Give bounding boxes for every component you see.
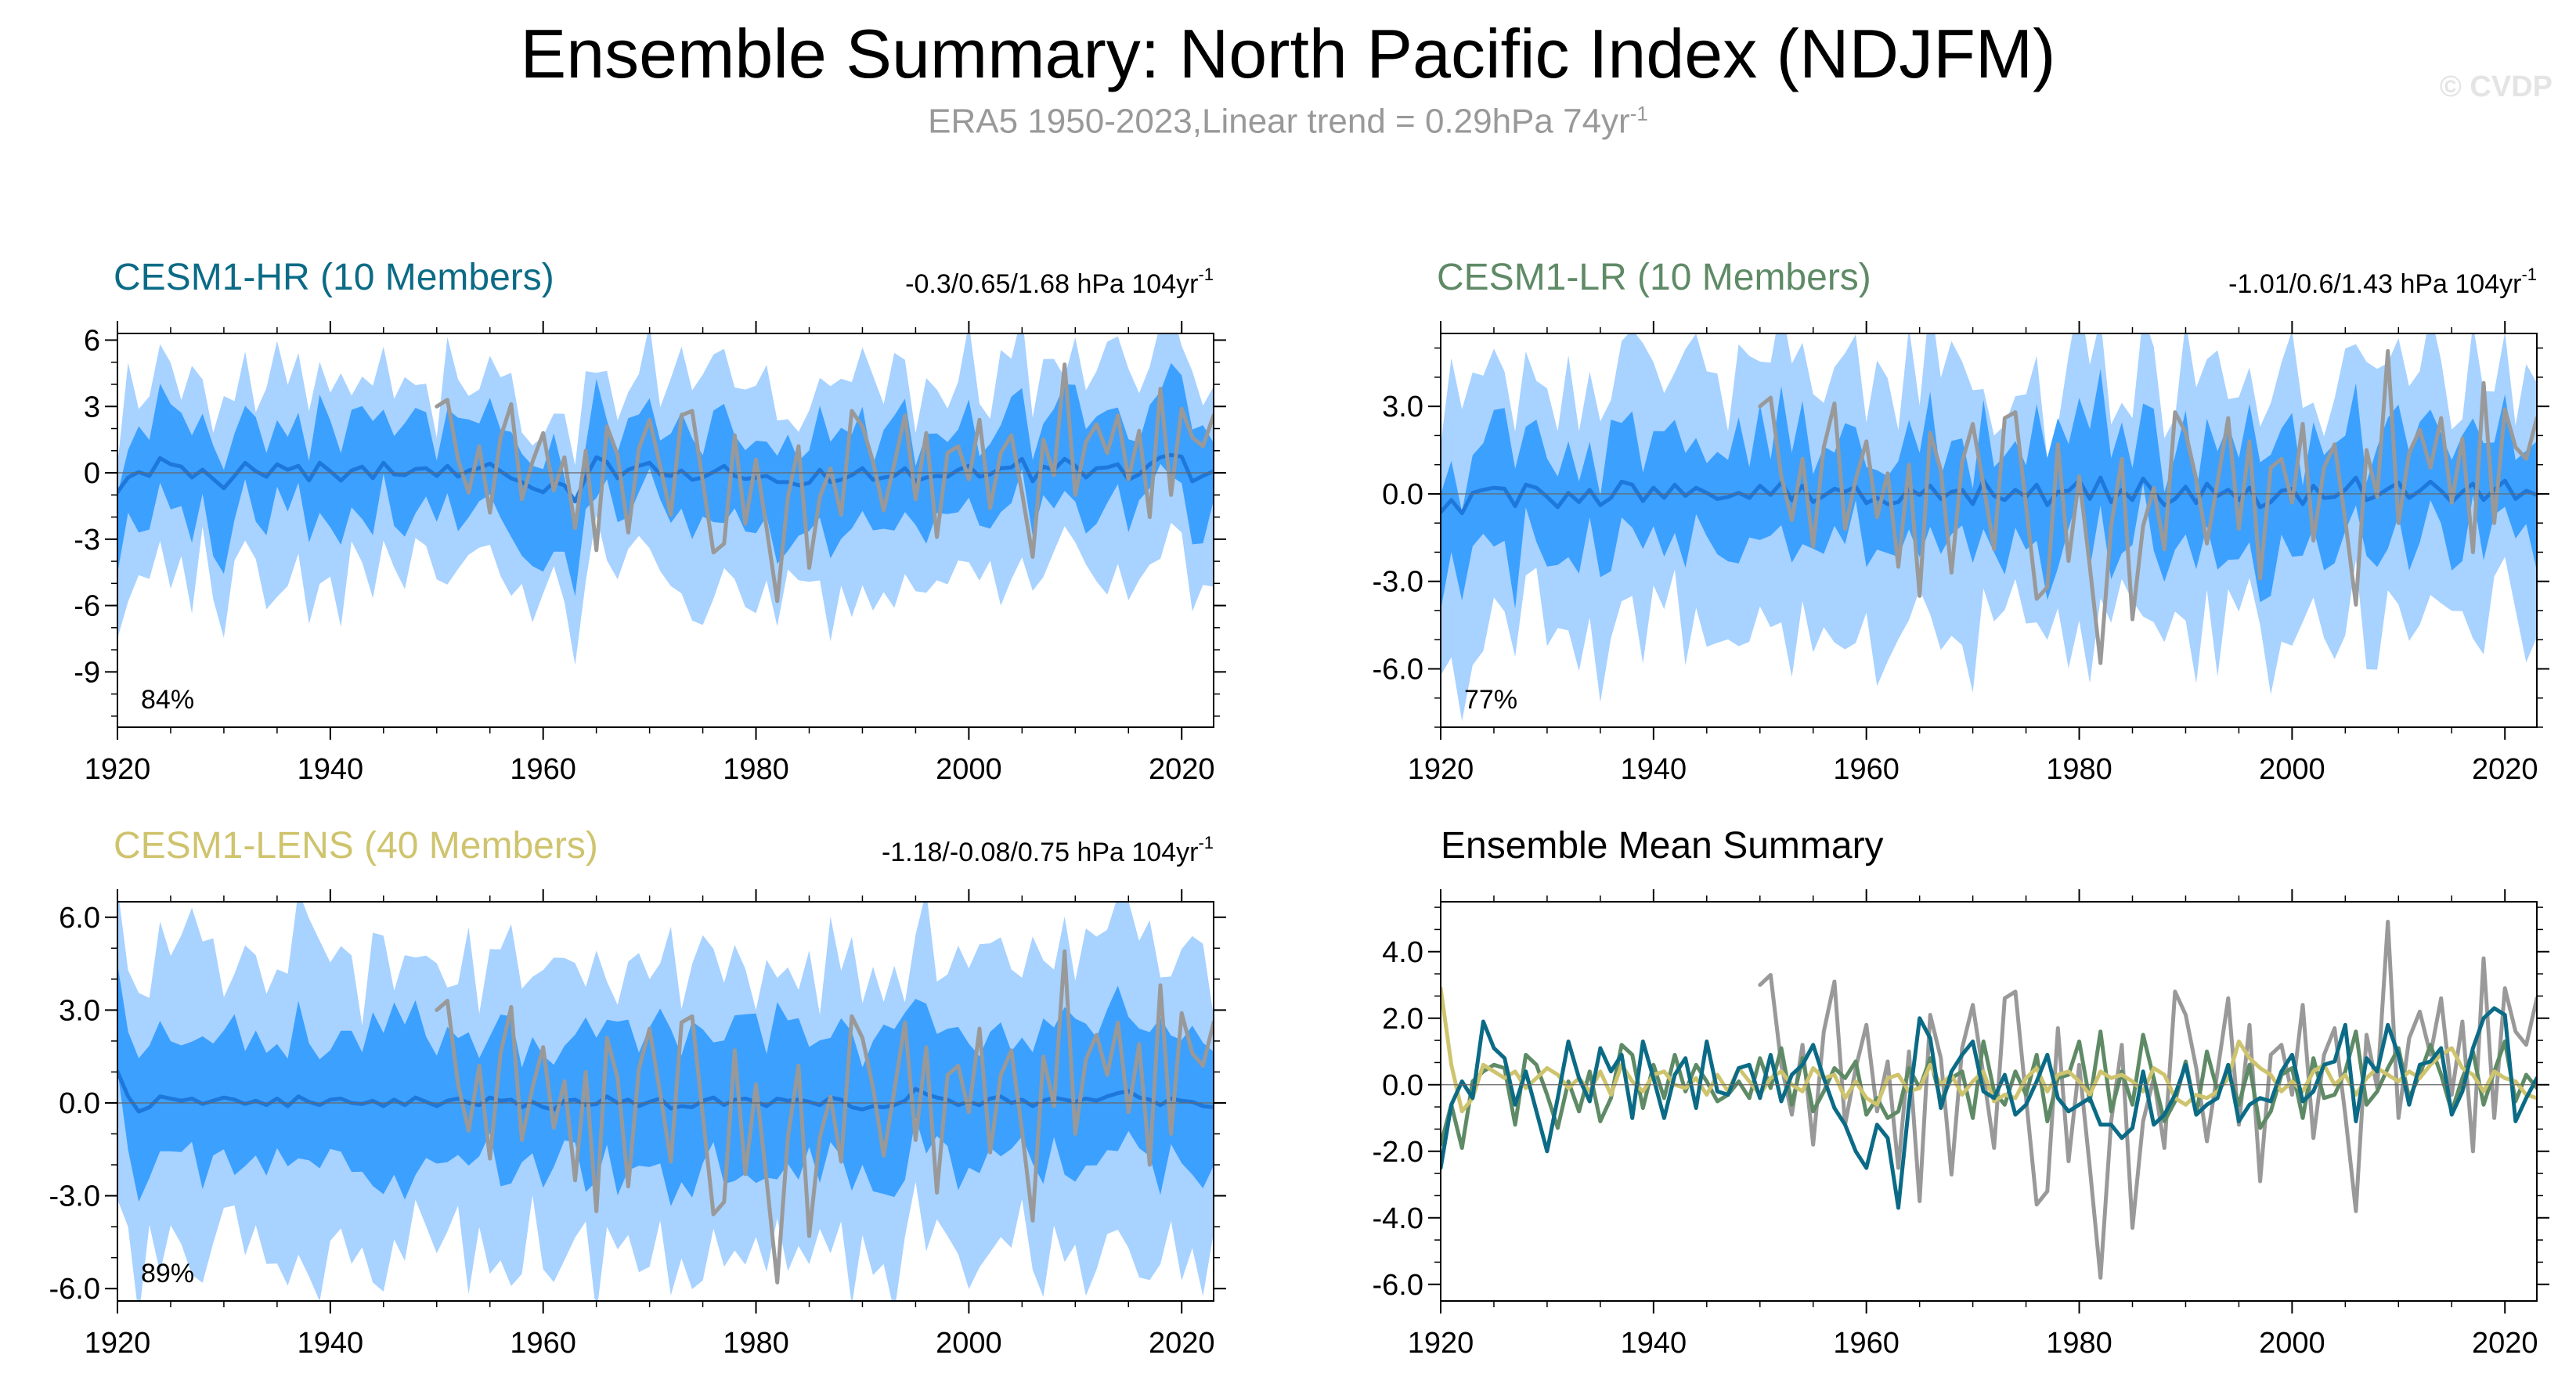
- plot-area: [117, 333, 1214, 665]
- observed-era5-line: [435, 362, 1214, 604]
- trend-stats-superscript: -1: [2521, 265, 2537, 284]
- x-tick-label: 1940: [1621, 1327, 1687, 1360]
- plot-area: [1441, 920, 2537, 1280]
- plot-frame: [1440, 901, 2538, 1302]
- panel-percent-label: 89%: [141, 1259, 194, 1288]
- y-tick-label: 2.0: [1382, 1003, 1423, 1036]
- y-tick-label: 0: [84, 457, 100, 490]
- y-tick-label: 6.0: [59, 902, 100, 935]
- x-tick-label: 2020: [2472, 1327, 2538, 1360]
- x-tick-label: 1980: [2046, 1327, 2112, 1360]
- x-tick-label: 2020: [1149, 1327, 1215, 1360]
- x-tick-label: 2000: [936, 1327, 1002, 1360]
- lr-mean-line: [1441, 1029, 2537, 1150]
- plot-area: [1441, 333, 2537, 722]
- x-tick-label: 1980: [2046, 753, 2112, 786]
- x-tick-label: 1960: [1833, 1327, 1900, 1360]
- x-tick-label: 1940: [298, 753, 364, 786]
- y-tick-label: 4.0: [1382, 936, 1423, 969]
- panel-lens: 6.0 3.0 0.0 -3.0 -6.0 1920 1940 1960 1980 2000 202…: [49, 825, 1226, 1360]
- y-tick-label: -6.0: [1373, 1269, 1423, 1302]
- x-tick-label: 1960: [510, 1327, 576, 1360]
- y-tick-label: -3: [74, 524, 100, 557]
- x-tick-label: 2020: [1149, 753, 1215, 786]
- ensemble-mean-line: [1441, 475, 2537, 516]
- trend-stats-superscript: -1: [1198, 265, 1214, 284]
- plot-frame: [1440, 333, 2538, 728]
- panel-trend-stats: -1.18/-0.08/0.75 hPa 104yr-1: [882, 833, 1214, 867]
- panel-title: CESM1-HR (10 Members): [114, 257, 554, 298]
- y-tick-label: -9: [74, 656, 100, 689]
- y-tick-label: 3: [84, 391, 100, 423]
- subtitle-text: ERA5 1950-2023,Linear trend = 0.29hPa 74…: [928, 102, 1630, 141]
- x-tick-label: 2000: [936, 753, 1002, 786]
- x-tick-label: 1920: [1408, 1327, 1474, 1360]
- panel-percent-label: 77%: [1464, 685, 1517, 715]
- panel-hr: 6 3 0 -3 -6 -9 1920 1940 1960 1980 2000 2020 CESM1-H…: [74, 257, 1226, 786]
- y-tick-label: -4.0: [1373, 1202, 1423, 1235]
- y-tick-label: 0.0: [1382, 478, 1423, 511]
- trend-stats-text: -0.3/0.65/1.68 hPa 104yr: [905, 269, 1198, 299]
- plot-frame: [117, 901, 1214, 1302]
- x-tick-label: 1920: [1408, 753, 1474, 786]
- trend-stats-superscript: -1: [1198, 833, 1214, 852]
- x-tick-label: 2020: [2472, 753, 2538, 786]
- x-tick-label: 1980: [723, 753, 789, 786]
- credit-watermark: © CVDP: [2439, 70, 2553, 103]
- ensemble-iqr-band: [117, 964, 1214, 1206]
- x-tick-label: 1980: [723, 1327, 789, 1360]
- page-subtitle: ERA5 1950-2023,Linear trend = 0.29hPa 74…: [0, 102, 2576, 142]
- y-tick-label: -3.0: [1373, 566, 1423, 599]
- x-tick-label: 1940: [1621, 753, 1687, 786]
- observed-era5-line: [1758, 348, 2537, 665]
- observed-era5-line: [435, 949, 1214, 1285]
- y-tick-label: -6.0: [49, 1273, 100, 1306]
- panel-title: CESM1-LENS (40 Members): [114, 825, 598, 867]
- y-tick-label: 3.0: [59, 994, 100, 1027]
- y-tick-label: 0.0: [1382, 1069, 1423, 1102]
- panel-title: Ensemble Mean Summary: [1441, 825, 1884, 867]
- y-tick-label: -3.0: [49, 1180, 100, 1213]
- page-title: Ensemble Summary: North Pacific Index (N…: [520, 15, 2056, 92]
- y-tick-label: -6: [74, 590, 100, 623]
- y-tick-label: 0.0: [59, 1087, 100, 1120]
- x-tick-label: 1940: [298, 1327, 364, 1360]
- y-tick-label: -6.0: [1373, 653, 1423, 686]
- panel-trend-stats: -1.01/0.6/1.43 hPa 104yr-1: [2228, 265, 2537, 299]
- x-tick-label: 1920: [85, 753, 151, 786]
- plot-frame: [117, 333, 1214, 728]
- x-tick-label: 2000: [2259, 753, 2325, 786]
- subtitle-superscript: -1: [1629, 102, 1648, 125]
- ensemble-mean-line: [117, 452, 1214, 504]
- y-tick-label: 6: [84, 324, 100, 357]
- y-tick-label: -2.0: [1373, 1136, 1423, 1169]
- panel-title: CESM1-LR (10 Members): [1437, 257, 1871, 298]
- y-tick-label: 3.0: [1382, 391, 1423, 423]
- ensemble-iqr-band: [117, 362, 1214, 596]
- hr-mean-line: [1441, 1006, 2537, 1210]
- panel-percent-label: 84%: [141, 685, 194, 715]
- panel-lr: 3.0 0.0 -3.0 -6.0 1920 1940 1960 1980 2000 2020 CE…: [1373, 257, 2549, 786]
- trend-stats-text: -1.18/-0.08/0.75 hPa 104yr: [882, 838, 1199, 867]
- ensemble-mean-line: [117, 1069, 1214, 1114]
- x-tick-label: 1960: [510, 753, 576, 786]
- panel-summary: 4.0 2.0 0.0 -2.0 -4.0 -6.0 1920 1940 1960 1980 200…: [1373, 825, 2549, 1360]
- trend-stats-text: -1.01/0.6/1.43 hPa 104yr: [2228, 269, 2521, 299]
- x-tick-label: 1960: [1833, 753, 1900, 786]
- x-tick-label: 1920: [85, 1327, 151, 1360]
- x-tick-label: 2000: [2259, 1327, 2325, 1360]
- plot-area: [117, 902, 1214, 1301]
- panel-trend-stats: -0.3/0.65/1.68 hPa 104yr-1: [905, 265, 1214, 299]
